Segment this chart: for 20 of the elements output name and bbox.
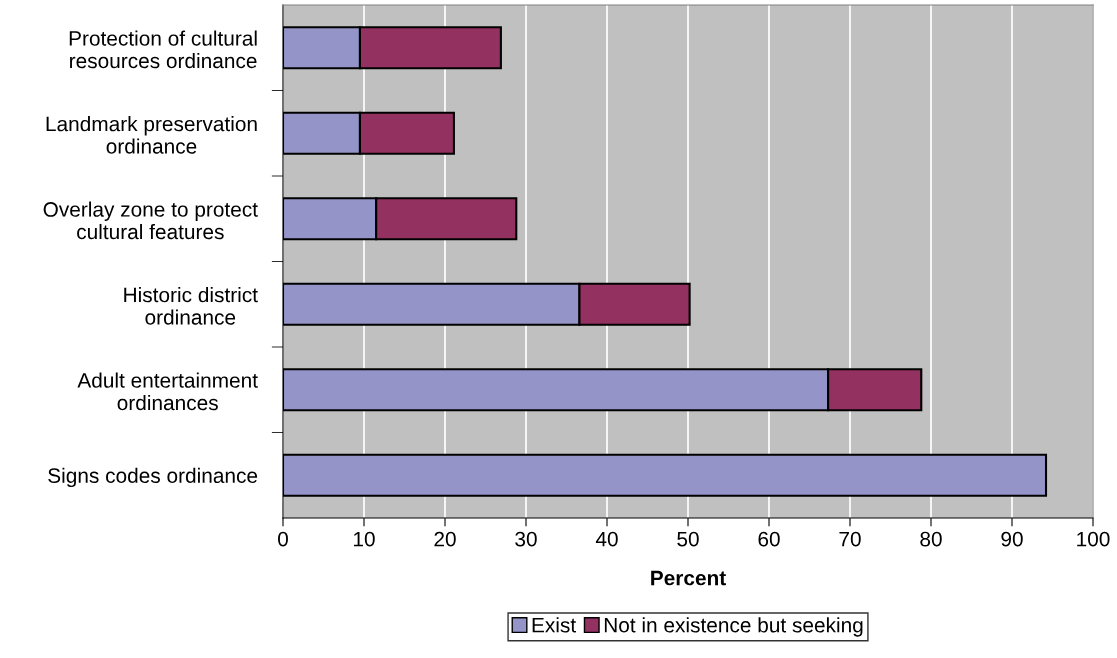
legend-label: Exist <box>532 617 576 633</box>
x-tick-label: 10 <box>354 531 375 547</box>
x-tick-label: 60 <box>758 531 780 547</box>
y-tick-label: Overlay zone to protect cultural features <box>43 201 258 240</box>
x-axis-title: Percent <box>651 570 726 586</box>
x-tick-label: 90 <box>1001 531 1023 547</box>
y-tick-label: Protection of cultural resources ordinance <box>69 30 257 69</box>
y-tick-label: Landmark preservation ordinance <box>46 115 257 154</box>
legend-label: Not in existence but seeking <box>604 617 863 637</box>
y-tick-label: Adult entertainment ordinances <box>77 372 258 411</box>
x-tick-label: 100 <box>1077 531 1110 547</box>
y-tick-label: Historic district ordinance <box>124 286 258 325</box>
x-tick-label: 50 <box>677 531 699 547</box>
y-tick-label: Signs codes ordinance <box>48 467 258 488</box>
x-tick-label: 30 <box>515 531 537 547</box>
x-tick-label: 40 <box>595 531 618 547</box>
x-tick-label: 20 <box>434 531 456 547</box>
x-tick-label: 70 <box>839 531 861 547</box>
x-tick-label: 0 <box>278 531 288 547</box>
x-tick-label: 80 <box>920 531 942 547</box>
